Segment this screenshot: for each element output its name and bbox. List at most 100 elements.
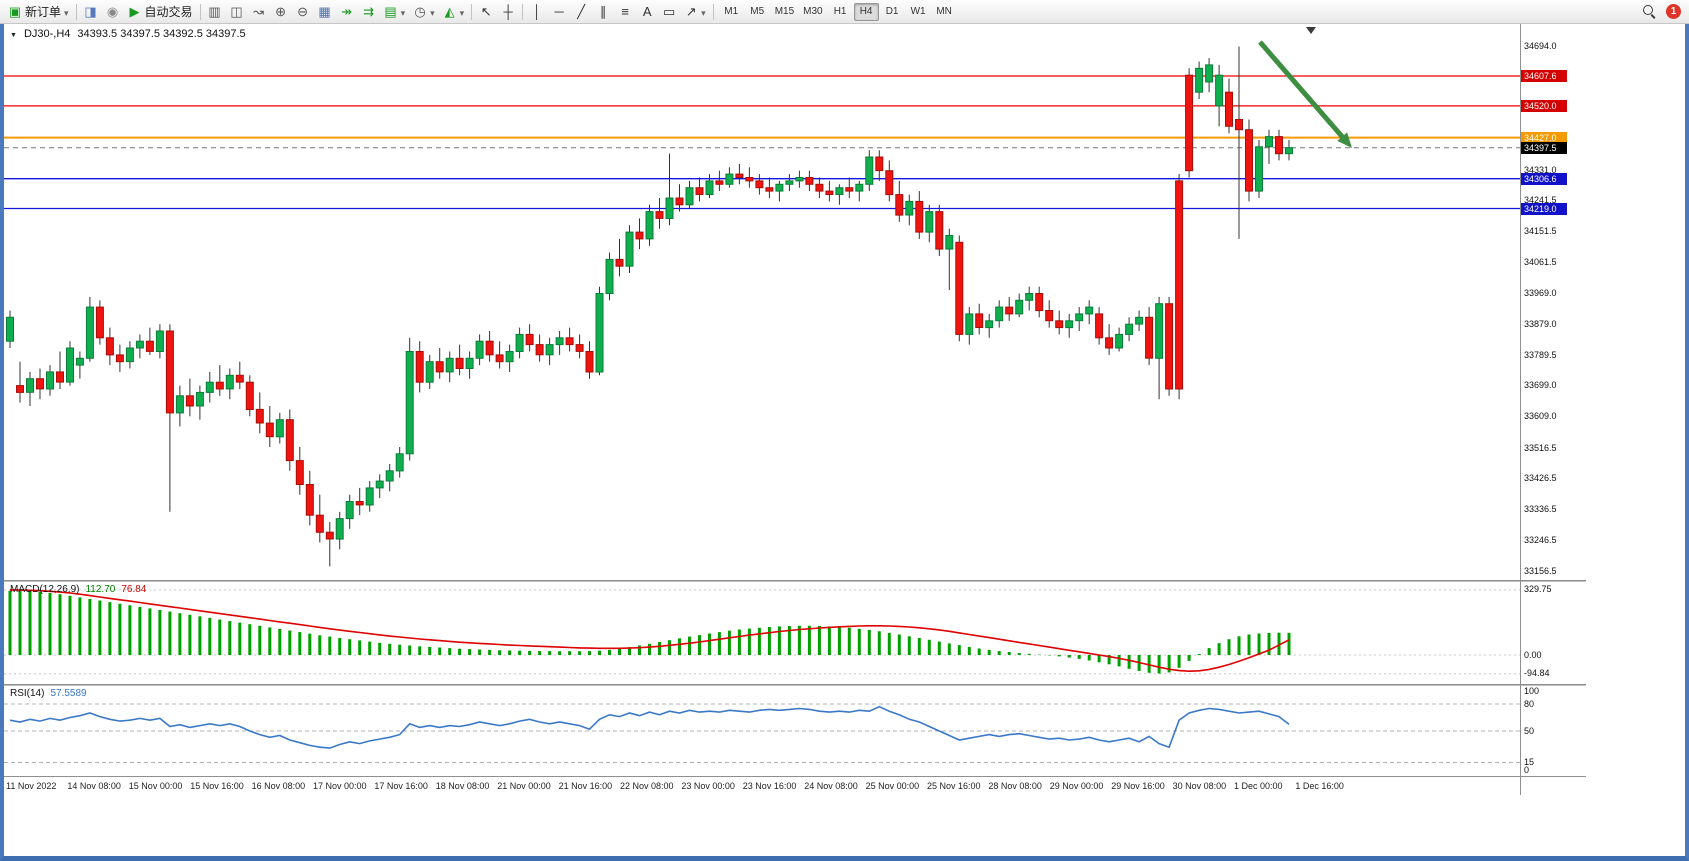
price-axis-main[interactable]: 34694.0 34331.0 34241.5 34151.5 34061.5 33969… xyxy=(1521,24,1586,580)
text-label-button[interactable]: ▭ xyxy=(658,2,680,22)
candle-down xyxy=(215,381,224,390)
new-order-button[interactable]: ▣ 新订单 xyxy=(4,2,73,22)
candle-down xyxy=(1185,74,1194,172)
toolbar-separator xyxy=(712,3,714,20)
candle-up xyxy=(395,453,404,472)
caret-down-icon xyxy=(64,3,69,21)
chart-shift-marker[interactable] xyxy=(1306,27,1316,34)
crosshair-button[interactable]: ┼ xyxy=(497,2,519,22)
timeframe-m5-button[interactable]: M5 xyxy=(750,6,765,17)
timeframe-h1-button[interactable]: H1 xyxy=(833,6,847,17)
candle-up xyxy=(1125,323,1134,335)
panel-divider[interactable] xyxy=(4,684,1520,686)
search-icon[interactable] xyxy=(1642,4,1657,19)
notification-badge[interactable]: 1 xyxy=(1666,4,1681,19)
candle-up xyxy=(645,211,654,240)
tile-windows-button[interactable]: ▦ xyxy=(314,2,336,22)
timeframe-m1-button[interactable]: M1 xyxy=(724,6,739,17)
price-tag-34306.6: 34306.6 xyxy=(1521,172,1567,185)
candle-up xyxy=(275,419,284,438)
candle-down xyxy=(435,361,444,373)
candle-up xyxy=(835,187,844,195)
timeframe-d1-button[interactable]: D1 xyxy=(885,6,899,17)
one-click-trading-arrow[interactable] xyxy=(10,28,17,40)
new-chart-button[interactable]: ▤ xyxy=(380,2,410,22)
candle-down xyxy=(875,156,884,172)
candlestick-icon: ◫ xyxy=(230,4,243,19)
candle-up xyxy=(385,470,394,482)
candle-down xyxy=(675,197,684,206)
timeframe-h4-button[interactable]: H4 xyxy=(853,2,879,21)
toolbar-separator xyxy=(471,3,473,20)
macd-name: MACD(12,26,9) xyxy=(10,584,80,595)
candle-down xyxy=(525,333,534,346)
price-chart-panel[interactable]: DJ30-,H4 34393.5 34397.5 34392.5 34397.5 xyxy=(4,24,1520,580)
candle-down xyxy=(1045,310,1054,322)
candle-up xyxy=(155,330,164,352)
timeframe-m30-button[interactable]: M30 xyxy=(803,6,823,17)
price-axis[interactable]: 34694.0 34331.0 34241.5 34151.5 34061.5 33969… xyxy=(1520,24,1586,795)
candle-down xyxy=(745,177,754,182)
line-chart-button[interactable]: ↝ xyxy=(248,2,270,22)
bar-chart-button[interactable]: ▥ xyxy=(204,2,226,22)
candle-down xyxy=(16,385,24,393)
arrows-button[interactable]: ↗ xyxy=(680,2,710,22)
price-tick: 34241.5 xyxy=(1524,195,1557,206)
candle-down xyxy=(1165,303,1174,390)
candle-down xyxy=(145,340,154,352)
candle-up xyxy=(865,156,874,185)
news-icon: ◉ xyxy=(106,4,119,19)
candle-down xyxy=(815,183,824,192)
rsi-panel[interactable]: RSI(14) 57.5589 xyxy=(4,686,1520,776)
candlestick-chart[interactable] xyxy=(4,24,1520,580)
trendline-button[interactable]: ╱ xyxy=(570,2,592,22)
zoom-out-button[interactable]: ⊖ xyxy=(292,2,314,22)
price-tick: 34151.5 xyxy=(1524,226,1557,237)
candle-up xyxy=(1215,74,1224,107)
horizontal-line-button[interactable]: ─ xyxy=(548,2,570,22)
caret-down-icon xyxy=(430,3,435,21)
timeframe-w1-button[interactable]: W1 xyxy=(910,6,926,17)
candle-up xyxy=(855,183,864,192)
fibonacci-button[interactable]: ≡ xyxy=(614,2,636,22)
macd-axis[interactable]: 329.75 0.00 -94.84 xyxy=(1521,582,1586,684)
macd-panel[interactable]: MACD(12,26,9) 112.70 76.84 xyxy=(4,582,1520,684)
time-label: 1 Dec 00:00 xyxy=(1234,781,1283,791)
channel-button[interactable]: ∥ xyxy=(592,2,614,22)
new-chart-icon: ▤ xyxy=(384,4,397,19)
vertical-line-button[interactable]: │ xyxy=(526,2,548,22)
timeframe-mn-button[interactable]: MN xyxy=(936,6,952,17)
chart-shift-button[interactable]: ⇉ xyxy=(358,2,380,22)
auto-scroll-button[interactable]: ↠ xyxy=(336,2,358,22)
candle-up xyxy=(1255,146,1263,192)
rsi-tick: 15 xyxy=(1524,757,1535,767)
macd-chart[interactable] xyxy=(4,582,1520,684)
charts-window-button[interactable]: ◨ xyxy=(80,2,102,22)
macd-tick: 0.00 xyxy=(1524,649,1542,660)
candle-up xyxy=(46,371,54,390)
new-order-icon: ▣ xyxy=(8,4,22,19)
zoom-in-icon: ⊕ xyxy=(275,4,287,19)
periods-button[interactable]: ◷ xyxy=(409,2,439,22)
trend-arrow-annotation[interactable] xyxy=(1258,40,1348,143)
autotrade-icon: ▶ xyxy=(129,4,140,19)
panel-divider[interactable] xyxy=(4,580,1520,582)
candle-down xyxy=(1175,180,1184,390)
candle-up xyxy=(365,487,374,506)
candlestick-chart-button[interactable]: ◫ xyxy=(226,2,248,22)
zoom-in-button[interactable]: ⊕ xyxy=(270,2,292,22)
rsi-chart[interactable] xyxy=(4,686,1520,776)
text-button[interactable]: A xyxy=(636,2,658,22)
time-label: 23 Nov 16:00 xyxy=(742,781,797,791)
candle-down xyxy=(585,351,594,373)
chart-shift-icon: ⇉ xyxy=(363,4,375,19)
time-axis[interactable]: 11 Nov 2022 14 Nov 08:00 15 Nov 00:00 15 No… xyxy=(4,776,1520,795)
cursor-button[interactable]: ↖ xyxy=(475,2,497,22)
news-button[interactable]: ◉ xyxy=(102,2,124,22)
toolbar-right: 1 xyxy=(1642,4,1685,19)
rsi-axis[interactable]: 100 80 50 15 0 xyxy=(1521,686,1586,776)
autotrade-button[interactable]: ▶ 自动交易 xyxy=(124,2,197,22)
indicators-button[interactable]: ◭ xyxy=(439,2,469,22)
macd-histogram xyxy=(8,590,1291,674)
timeframe-m15-button[interactable]: M15 xyxy=(774,6,795,17)
